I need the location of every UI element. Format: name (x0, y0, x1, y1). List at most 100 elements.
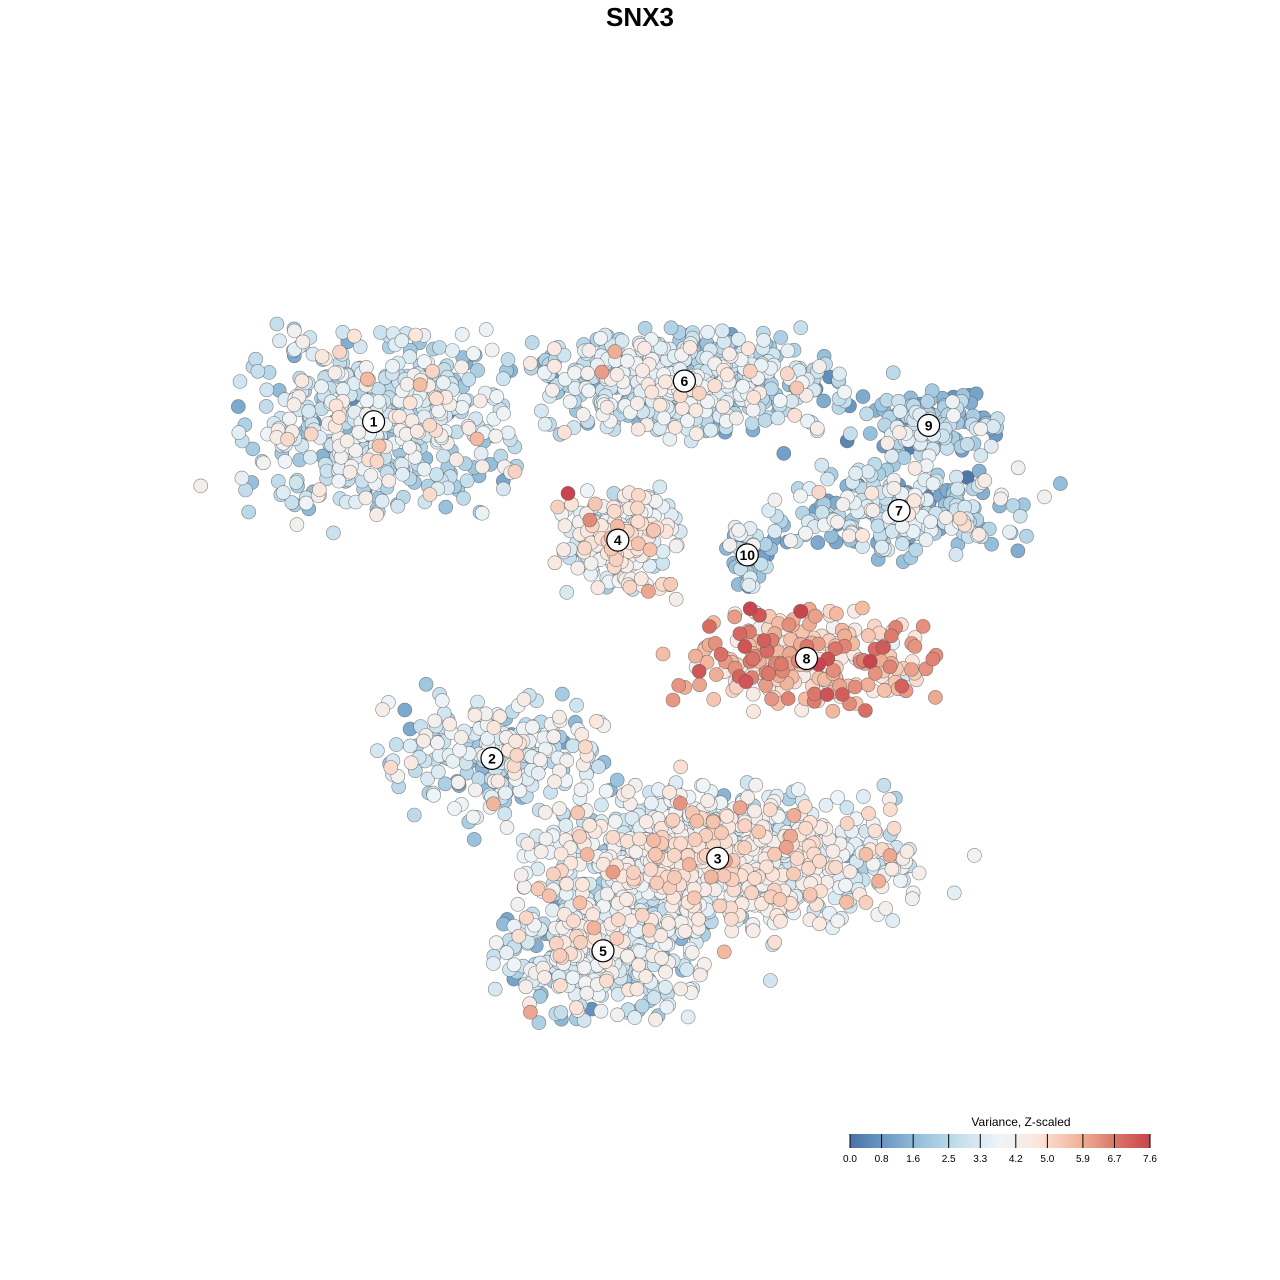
cluster-label-5: 5 (591, 939, 615, 963)
data-point (773, 330, 789, 345)
data-point (1010, 460, 1026, 476)
data-point (904, 891, 920, 907)
data-point (567, 365, 583, 381)
data-point (554, 686, 570, 702)
data-point (884, 448, 900, 464)
data-point (789, 851, 805, 866)
data-point (496, 406, 511, 421)
data-point (875, 640, 891, 655)
data-point (547, 555, 563, 571)
data-point (641, 922, 657, 938)
data-point (977, 473, 993, 488)
legend-tick-label: 1.6 (906, 1154, 921, 1165)
data-point (500, 425, 516, 441)
data-point (632, 831, 647, 847)
chart-title: SNX3 (606, 2, 674, 32)
data-point (388, 737, 404, 752)
data-point (703, 422, 719, 438)
data-point (420, 771, 436, 787)
data-point (646, 833, 661, 848)
data-point (874, 539, 890, 555)
data-point (722, 537, 738, 553)
data-point (641, 583, 656, 599)
data-point (409, 423, 425, 439)
data-point (946, 408, 961, 423)
data-point (573, 782, 589, 798)
cluster-label-text: 5 (599, 943, 607, 959)
data-point (767, 934, 783, 950)
data-point (552, 948, 568, 963)
data-point (461, 372, 477, 387)
data-point (402, 439, 417, 455)
data-point (506, 957, 522, 973)
data-point (609, 930, 625, 946)
data-point (402, 395, 418, 411)
data-point (809, 421, 825, 436)
data-point (772, 393, 788, 408)
data-point (593, 330, 608, 346)
data-point (646, 990, 662, 1005)
data-point (923, 514, 938, 530)
data-point (952, 510, 968, 526)
data-point (648, 1012, 663, 1027)
data-point (587, 496, 603, 512)
data-point (732, 800, 748, 816)
data-point (723, 911, 739, 927)
data-point (884, 861, 900, 877)
data-point (643, 862, 659, 877)
data-point (729, 410, 744, 426)
data-point (556, 542, 572, 558)
data-point (835, 497, 851, 512)
data-point (577, 540, 593, 556)
data-point (472, 393, 488, 409)
data-point (770, 410, 786, 426)
data-point (925, 476, 941, 492)
data-point (392, 409, 407, 424)
data-point (484, 342, 500, 358)
data-point (783, 533, 799, 549)
data-point (432, 340, 447, 355)
data-point (971, 527, 987, 542)
data-point (634, 907, 650, 923)
data-point (691, 911, 706, 927)
cluster-label-8: 8 (794, 646, 819, 671)
data-point (427, 713, 443, 729)
data-point (818, 797, 834, 813)
data-point (745, 923, 761, 939)
data-point (674, 400, 690, 416)
data-point (303, 426, 319, 442)
data-point (559, 876, 575, 892)
data-point (232, 374, 248, 389)
data-point (841, 528, 857, 544)
data-point (858, 895, 874, 910)
data-point (859, 406, 875, 422)
data-point (667, 420, 683, 435)
data-point (682, 340, 698, 355)
data-point (662, 784, 677, 800)
data-point (773, 656, 789, 672)
data-point (298, 495, 314, 511)
data-point (499, 820, 515, 835)
data-point (646, 523, 662, 538)
data-point (715, 399, 731, 415)
data-point (454, 400, 470, 415)
data-point (258, 399, 274, 414)
data-point (719, 808, 735, 824)
data-point (545, 866, 561, 882)
data-point (876, 777, 892, 793)
data-point (231, 399, 246, 414)
data-point (737, 840, 752, 856)
data-point (665, 812, 681, 828)
data-point (855, 389, 871, 404)
data-point (295, 334, 311, 350)
data-point (839, 816, 855, 831)
data-point (1002, 524, 1017, 540)
data-point (559, 585, 575, 600)
data-point (747, 803, 762, 819)
data-point (756, 332, 772, 348)
data-point (892, 425, 907, 440)
data-point (793, 488, 808, 504)
data-point (886, 480, 902, 496)
data-point (691, 385, 707, 401)
data-point (454, 359, 470, 375)
